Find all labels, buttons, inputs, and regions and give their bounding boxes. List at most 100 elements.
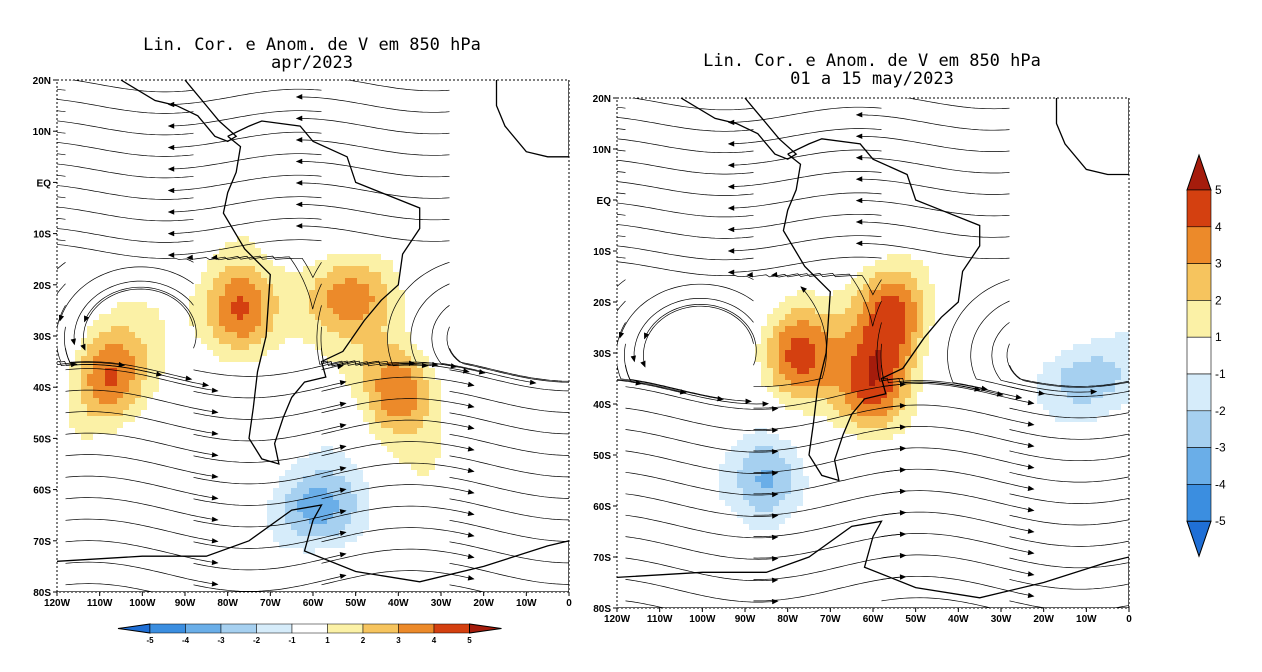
streamlines bbox=[617, 98, 1129, 608]
hcolorbar-label: 1 bbox=[325, 636, 330, 645]
y-tick-label: EQ bbox=[597, 196, 612, 207]
colorbar-label: 4 bbox=[1215, 220, 1222, 234]
left-title-line1: Lin. Cor. e Anom. de V em 850 hPa bbox=[143, 35, 481, 55]
right-map: 120W 110W 100W 90W 80W 70W 60W 50W 40W 30W 20W 10W 0… bbox=[593, 94, 1133, 625]
y-tick-label: 80S bbox=[593, 604, 611, 615]
x-tick-label: 70W bbox=[820, 614, 841, 625]
colorbar-label: -1 bbox=[1215, 367, 1226, 381]
y-tick-label: 70S bbox=[593, 553, 611, 564]
y-tick-label: 10N bbox=[33, 127, 51, 138]
x-tick-label: 50W bbox=[905, 614, 926, 625]
x-tick-label: 80W bbox=[777, 614, 798, 625]
colorbar-bottom-arrow bbox=[1186, 520, 1212, 558]
colorbar-label: -4 bbox=[1215, 477, 1226, 491]
colorbar-segment bbox=[1186, 336, 1212, 375]
hcolorbar-label: -5 bbox=[146, 636, 154, 645]
y-tick-label: 20S bbox=[593, 298, 611, 309]
y-tick-label: 20S bbox=[33, 281, 51, 292]
colorbar-label: 5 bbox=[1215, 183, 1222, 197]
x-tick-label: 120W bbox=[604, 614, 631, 625]
antarctica-coast bbox=[617, 520, 1129, 608]
streamlines bbox=[57, 80, 569, 592]
hcolorbar-segment bbox=[362, 623, 399, 634]
x-tick-label: 80W bbox=[217, 598, 238, 609]
x-tick-label: 70W bbox=[260, 598, 281, 609]
x-tick-label: 30W bbox=[991, 614, 1012, 625]
south-america-coast bbox=[782, 138, 981, 482]
x-tick-label: 120W bbox=[44, 598, 71, 609]
colorbar-label: 1 bbox=[1215, 330, 1222, 344]
x-tick-label: 60W bbox=[863, 614, 884, 625]
right-title-line2: 01 a 15 may/2023 bbox=[790, 69, 954, 89]
hcolorbar-label: 4 bbox=[432, 636, 437, 645]
x-tick-label: 110W bbox=[647, 614, 673, 625]
hcolorbar-label: -1 bbox=[288, 636, 296, 645]
x-tick-label: 30W bbox=[431, 598, 452, 609]
hcolorbar-label: -4 bbox=[182, 636, 190, 645]
colorbar-segment bbox=[1186, 226, 1212, 264]
hcolorbar-segment bbox=[256, 623, 293, 634]
colorbar-label: 3 bbox=[1215, 257, 1222, 271]
colorbar-label: -3 bbox=[1215, 441, 1226, 455]
y-tick-label: 20N bbox=[593, 94, 611, 105]
hcolorbar-segment bbox=[220, 623, 257, 634]
x-tick-label: 0 bbox=[566, 598, 572, 609]
hcolorbar-right-arrow bbox=[469, 623, 502, 634]
hcolorbar-label: 3 bbox=[396, 636, 401, 645]
x-tick-label: 0 bbox=[1126, 614, 1132, 625]
colorbar-label: 2 bbox=[1215, 293, 1222, 307]
y-tick-label: 40S bbox=[33, 383, 51, 394]
y-tick-label: 30S bbox=[593, 349, 611, 360]
y-tick-label: 20N bbox=[33, 76, 51, 87]
y-tick-label: 10S bbox=[593, 247, 611, 258]
colorbar-segment bbox=[1186, 300, 1212, 338]
central-america-coast bbox=[680, 98, 798, 160]
colorbar-label: -2 bbox=[1215, 404, 1226, 418]
colorbar-segment bbox=[1186, 189, 1212, 228]
colorbar-label: -5 bbox=[1215, 514, 1226, 528]
hcolorbar-left-arrow bbox=[117, 623, 151, 634]
hcolorbar-segment bbox=[398, 623, 435, 634]
colorbar-segment bbox=[1186, 373, 1212, 412]
x-tick-label: 110W bbox=[87, 598, 113, 609]
colorbar-top-arrow bbox=[1186, 153, 1212, 191]
y-tick-label: EQ bbox=[37, 178, 52, 189]
africa-coast bbox=[495, 80, 569, 158]
central-america-coast bbox=[120, 80, 238, 143]
x-tick-label: 40W bbox=[388, 598, 409, 609]
y-tick-label: 10S bbox=[33, 230, 51, 241]
y-tick-label: 80S bbox=[33, 588, 51, 599]
colorbar-segment bbox=[1186, 484, 1212, 522]
hcolorbar-label: -3 bbox=[217, 636, 225, 645]
colorbar-horizontal: -5 -4 -3 -2 -1 1 2 3 4 5 bbox=[117, 623, 502, 645]
x-tick-label: 90W bbox=[735, 614, 756, 625]
x-tick-label: 10W bbox=[1076, 614, 1097, 625]
hcolorbar-segment bbox=[149, 623, 186, 634]
left-title-line2: apr/2023 bbox=[271, 53, 353, 73]
y-tick-label: 40S bbox=[593, 400, 611, 411]
x-tick-label: 100W bbox=[129, 598, 156, 609]
y-tick-label: 10N bbox=[593, 145, 611, 156]
coastlines bbox=[617, 98, 1129, 608]
africa-coast bbox=[1055, 98, 1129, 176]
hcolorbar-label: 2 bbox=[361, 636, 366, 645]
right-title-line1: Lin. Cor. e Anom. de V em 850 hPa bbox=[703, 51, 1041, 71]
y-tick-label: 60S bbox=[33, 486, 51, 497]
colorbar-vertical: 5 4 3 2 1 -1 -2 -3 -4 -5 bbox=[1186, 153, 1226, 558]
hcolorbar-segment bbox=[185, 623, 222, 634]
colorbar-segment bbox=[1186, 410, 1212, 448]
colorbar-segment bbox=[1186, 447, 1212, 485]
hcolorbar-segment bbox=[291, 623, 328, 634]
x-tick-label: 100W bbox=[689, 614, 716, 625]
x-tick-label: 60W bbox=[303, 598, 324, 609]
hcolorbar-segment bbox=[327, 623, 364, 634]
y-tick-label: 50S bbox=[593, 451, 611, 462]
y-tick-label: 50S bbox=[33, 434, 51, 445]
x-tick-label: 10W bbox=[516, 598, 537, 609]
y-tick-label: 70S bbox=[33, 537, 51, 548]
hcolorbar-label: 5 bbox=[467, 636, 472, 645]
y-tick-label: 60S bbox=[593, 502, 611, 513]
x-tick-label: 90W bbox=[175, 598, 196, 609]
y-tick-label: 30S bbox=[33, 332, 51, 343]
x-tick-label: 20W bbox=[1033, 614, 1054, 625]
